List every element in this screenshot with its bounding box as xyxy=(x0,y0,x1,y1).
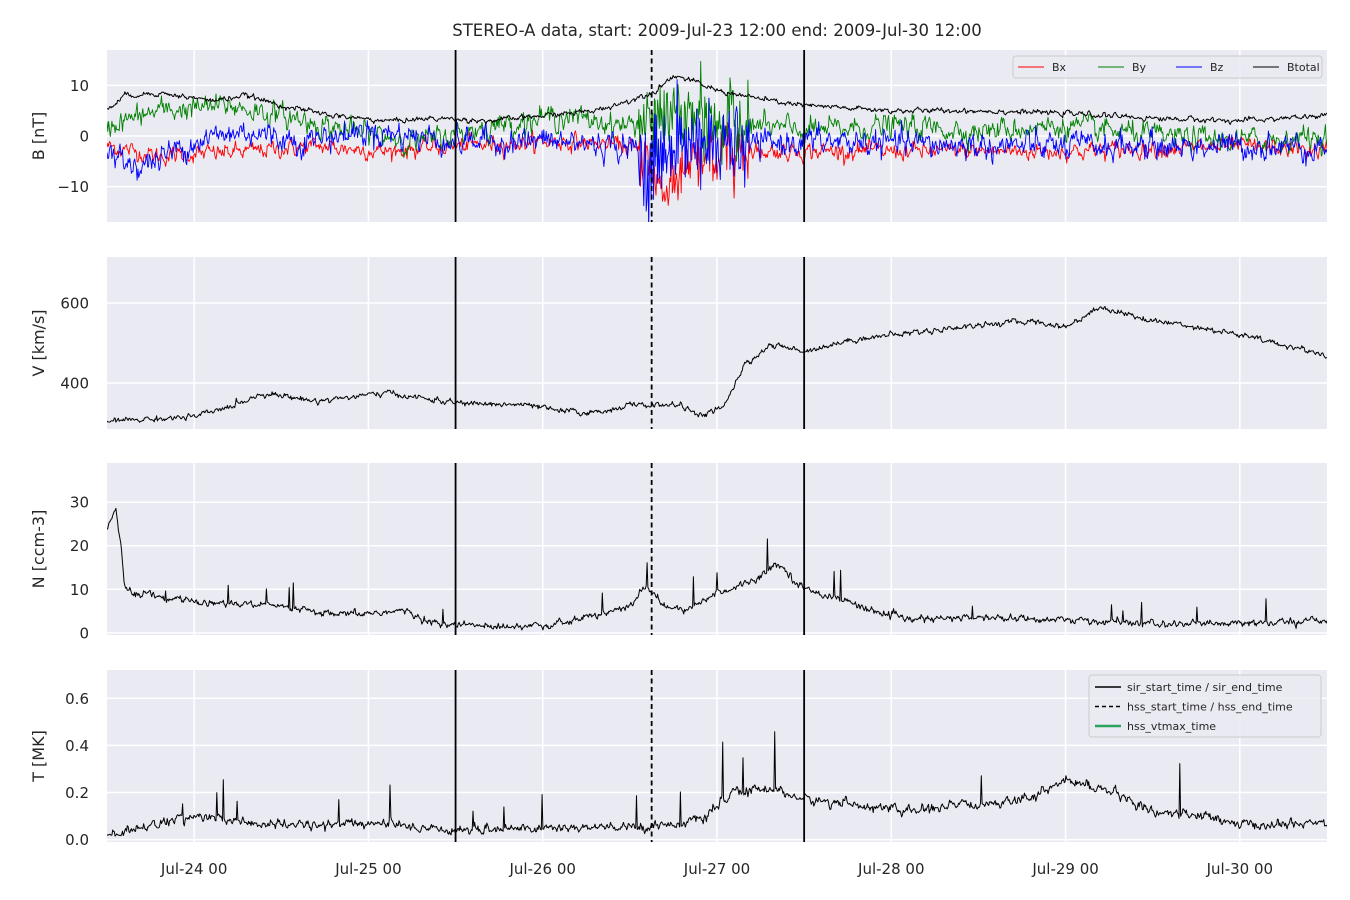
ytick-label: 0.0 xyxy=(65,831,89,849)
ytick-label: 0 xyxy=(79,624,89,642)
panel-B-markers xyxy=(454,50,806,222)
ytick-label: 0 xyxy=(79,128,89,146)
panel-N-markers xyxy=(454,463,806,635)
series-line-by xyxy=(107,60,1327,165)
ytick-label: 0.6 xyxy=(65,690,89,708)
panel-B-series xyxy=(107,60,1327,222)
panel-T: 0.0 0.2 0.4 0.6 T [MK] sir_start_time / sir_e… xyxy=(29,670,1327,878)
series-line-t xyxy=(107,731,1327,837)
ytick-label: 400 xyxy=(60,375,89,393)
xtick-label: Jul-27 00 xyxy=(683,860,750,878)
legend-b-frame xyxy=(1012,55,1323,79)
legend-label-by: By xyxy=(1132,61,1147,74)
xtick-label: Jul-28 00 xyxy=(857,860,924,878)
ytick-label: −10 xyxy=(57,178,89,196)
panel-V: 400 600 V [km/s] xyxy=(29,257,1327,429)
legend-label-marker: hss_vtmax_time xyxy=(1127,720,1216,733)
legend-markers: sir_start_time / sir_end_time hss_start_t… xyxy=(1088,674,1322,738)
legend-label-bz: Bz xyxy=(1210,61,1224,74)
series-line-bz xyxy=(107,79,1327,222)
panel-T-series xyxy=(107,731,1327,837)
ylabel-N: N [ccm-3] xyxy=(29,510,48,589)
legend-markers-frame xyxy=(1088,674,1322,738)
legend-label-marker: sir_start_time / sir_end_time xyxy=(1127,681,1283,694)
figure-title: STEREO-A data, start: 2009-Jul-23 12:00 … xyxy=(452,21,982,40)
series-line-btotal xyxy=(107,75,1327,125)
ylabel-T: T [MK] xyxy=(29,730,48,783)
series-line-v xyxy=(107,306,1327,423)
ytick-label: 0.4 xyxy=(65,737,89,755)
ytick-label: 10 xyxy=(70,581,89,599)
panel-T-markers xyxy=(454,670,806,842)
xtick-label: Jul-26 00 xyxy=(508,860,575,878)
panels: −10 0 10 B [nT] Bx By Bz Btotal 400 600 V [km/s] 0 1… xyxy=(29,50,1327,878)
legend-b: Bx By Bz Btotal xyxy=(1012,55,1323,79)
panel-N-series xyxy=(107,507,1327,631)
ytick-label: 20 xyxy=(70,537,89,555)
legend-label-marker: hss_start_time / hss_end_time xyxy=(1127,701,1293,714)
panel-N: 0 10 20 30 N [ccm-3] xyxy=(29,463,1327,642)
xtick-label: Jul-25 00 xyxy=(334,860,401,878)
legend-label-btotal: Btotal xyxy=(1287,61,1320,74)
xtick-label: Jul-24 00 xyxy=(160,860,227,878)
ylabel-V: V [km/s] xyxy=(29,309,48,376)
ytick-label: 10 xyxy=(70,77,89,95)
panel-V-markers xyxy=(454,257,806,429)
xtick-label: Jul-29 00 xyxy=(1031,860,1098,878)
series-line-bx xyxy=(107,121,1327,206)
ytick-label: 600 xyxy=(60,295,89,313)
ytick-label: 0.2 xyxy=(65,784,89,802)
ytick-label: 30 xyxy=(70,494,89,512)
ylabel-B: B [nT] xyxy=(29,112,48,160)
series-line-n xyxy=(107,507,1327,631)
panel-V-series xyxy=(107,306,1327,423)
panel-B: −10 0 10 B [nT] Bx By Bz Btotal xyxy=(29,50,1327,222)
xtick-label: Jul-30 00 xyxy=(1206,860,1273,878)
legend-label-bx: Bx xyxy=(1052,61,1067,74)
